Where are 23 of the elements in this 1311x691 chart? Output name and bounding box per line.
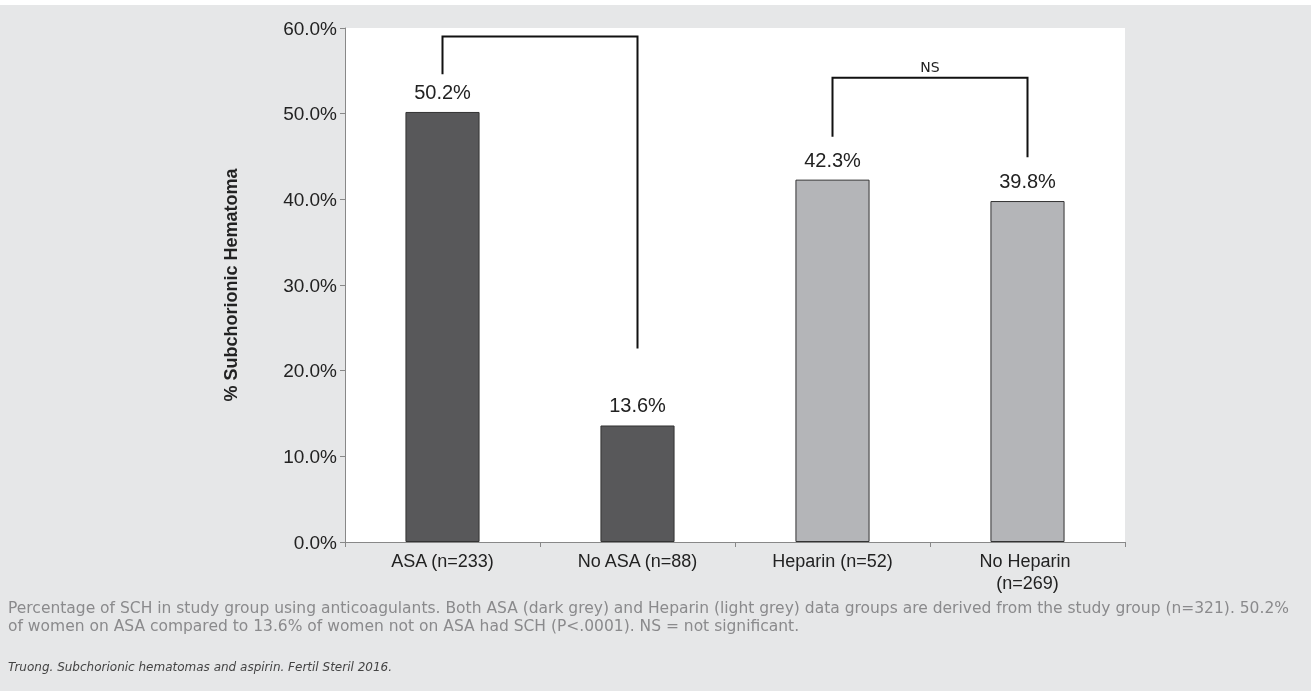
bar xyxy=(795,179,870,542)
data-label: 13.6% xyxy=(609,394,667,417)
bar xyxy=(405,111,480,542)
data-label: 42.3% xyxy=(804,148,862,171)
y-tick-label: 40.0% xyxy=(283,188,338,210)
text: Truong. Subchorionic hematomas and aspirin. Fertil Steril 2016. xyxy=(8,660,392,674)
bar xyxy=(990,201,1065,542)
data-label: 50.2% xyxy=(414,80,472,103)
x-tick-label: Heparin (n=52) xyxy=(772,551,893,571)
y-tick-label: 60.0% xyxy=(283,17,338,39)
data-label: 39.8% xyxy=(999,170,1057,193)
y-tick-label: 20.0% xyxy=(283,360,338,382)
text: Percentage of SCH in study group using anticoagulants. Both ASA (dark grey) and Heparin (light grey) data groups are derived from the study group (n=321). 50.2% of women on ASA compared to 13.6% of women not on ASA had SCH (P<.0001). NS = not significant. xyxy=(8,599,1290,635)
bar xyxy=(600,425,675,542)
y-tick-label: 10.0% xyxy=(283,445,338,467)
x-tick-label: ASA (n=233) xyxy=(391,551,494,571)
y-axis-title: % Subchorionic Hematoma xyxy=(221,167,241,402)
y-tick-label: 50.0% xyxy=(283,103,338,125)
x-tick-label: No ASA (n=88) xyxy=(577,551,698,571)
annotation: NS xyxy=(920,58,940,75)
y-tick-label: 0.0% xyxy=(293,531,338,553)
y-tick-label: 30.0% xyxy=(283,274,338,296)
x-tick-label: No Heparin (n=269) xyxy=(979,551,1076,593)
